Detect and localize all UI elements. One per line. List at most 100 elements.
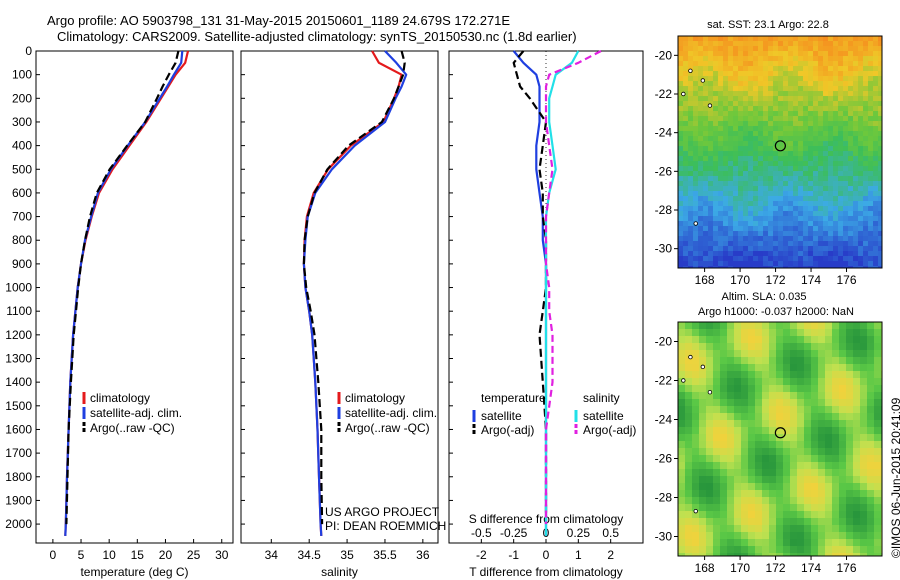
y-tick-label: 1400 [5,375,32,389]
series-line-argo-raw-qc- [65,50,180,525]
y-tick-label: -20 [655,48,673,62]
map-frame [677,321,883,557]
island-marker [681,91,686,97]
island-marker [707,103,713,108]
x-axis-label: temperature (deg C) [80,565,188,579]
x-tick-label: 30 [215,548,229,562]
s-tick-label: -0.5 [471,526,492,540]
y-tick-label: 0 [25,44,32,58]
salinity-profile: 34 34.5 35 35.5 36 salinity climatologysatelli… [240,50,446,579]
x-tick-label: 176 [837,561,857,575]
y-tick-label: 200 [12,91,32,105]
y-tick-label: 500 [12,162,32,176]
y-tick-label: 1000 [5,281,32,295]
x-tick-label: 0 [50,548,57,562]
plot-frame [35,50,234,544]
map-field [678,322,883,557]
x-tick-label: 34.5 [298,548,322,562]
map-frame [677,35,883,269]
y-tick-label: 1300 [5,352,32,366]
y-tick-label: -24 [655,413,673,427]
map-title: sat. SST: 23.1 Argo: 22.8 [707,19,829,31]
series-line-climatology [64,50,190,536]
legend-label: satellite [481,409,522,423]
y-tick-label: -24 [655,126,673,140]
series-line-salinity-satellite [544,50,580,536]
series-line-satellite-adj-clim- [64,50,184,536]
y-tick-label: -20 [655,335,673,349]
s-tick-label: 0.5 [602,526,619,540]
y-tick-label: 800 [12,233,32,247]
island-marker [700,78,706,83]
x-tick-label: 0 [543,548,550,562]
sla-map: -20 -22 -24 -26 -28 -30 168 170 172 174 176 Altim. … [655,291,883,575]
y-tick-label: 2000 [5,517,32,531]
x-tick-label: 20 [159,548,173,562]
y-tick-label: -22 [655,87,673,101]
argo-location-marker [774,140,786,152]
series-line-temperature-satellite [512,50,548,536]
x-tick-label: 176 [837,273,857,287]
x-tick-label: -1 [508,548,519,562]
sst-map: -20 -22 -24 -26 -28 -30 168 170 172 174 176 sat. SS… [655,19,883,287]
island-marker [693,221,698,226]
x-tick-label: 36 [416,548,430,562]
legend-label: Argo(..raw -QC) [345,421,430,435]
series-line-salinity-argo-adj- [544,50,602,525]
x-tick-label: 174 [801,561,821,575]
y-tick-label: 100 [12,68,32,82]
y-tick-label: 1800 [5,470,32,484]
x-tick-label: 5 [78,548,85,562]
x-axis-label: T difference from climatology [469,565,623,579]
legend-label: Argo(-adj) [583,423,636,437]
x-tick-label: 172 [766,561,786,575]
s-tick-label: 0.25 [567,526,591,540]
y-tick-label: 1700 [5,446,32,460]
island-marker [688,68,693,73]
y-tick-label: 1500 [5,399,32,413]
series-line-satellite-adj-clim- [302,50,408,536]
plot-frame [240,50,439,544]
project-label: US ARGO PROJECT [325,505,440,519]
x-tick-label: 10 [102,548,116,562]
y-tick-label: -30 [655,242,673,256]
y-tick-label: -26 [655,164,673,178]
x-tick-label: 34 [265,548,279,562]
y-tick-label: 1100 [6,304,32,318]
y-tick-label: -26 [655,452,673,466]
pi-label: PI: DEAN ROEMMICH [325,519,446,533]
x-tick-label: 35 [340,548,354,562]
island-marker [693,508,698,514]
map-title: Altim. SLA: 0.035 [722,291,807,303]
y-tick-label: 1900 [5,493,32,507]
y-tick-label: 300 [12,115,32,129]
y-tick-label: 600 [12,186,32,200]
legend-label: climatology [345,391,405,405]
x-tick-label: 2 [607,548,614,562]
map-field [678,36,883,269]
x-tick-label: 170 [730,561,750,575]
legend-label: satellite-adj. clim. [345,406,437,420]
island-marker [707,390,713,395]
map-subtitle: Argo h1000: -0.037 h2000: NaN [698,306,854,318]
legend-header: salinity [583,391,620,405]
y-tick-label: 400 [12,139,32,153]
x-tick-label: -2 [476,548,487,562]
x-tick-label: 25 [187,548,201,562]
series-line-temperature-argo-adj- [512,50,548,525]
legend-label: Argo(-adj) [481,423,534,437]
series-line-argo-raw-qc- [302,50,406,525]
y-tick-label: 700 [12,210,32,224]
y-tick-label: 1600 [5,422,32,436]
legend-label: satellite-adj. clim. [90,406,182,420]
x-tick-label: 15 [131,548,145,562]
y-tick-label: -28 [655,491,673,505]
y-tick-label: -28 [655,203,673,217]
temperature-profile: 0100200300400500600700800900100011001200… [5,44,234,579]
plot-title-line2: Climatology: CARS2009. Satellite-adjuste… [57,29,577,44]
plot-title-line1: Argo profile: AO 5903798_131 31-May-2015… [47,13,511,28]
x-tick-label: 172 [766,273,786,287]
imos-stamp: ©IMOS 06-Jun-2015 20:41:09 [889,397,900,558]
x-tick-label: 168 [695,561,715,575]
